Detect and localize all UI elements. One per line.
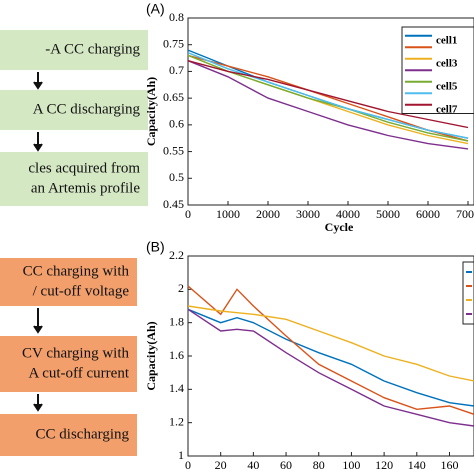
y-tick-label: 1.4 xyxy=(169,381,184,395)
series-line xyxy=(187,285,474,415)
x-tick-label: 4000 xyxy=(336,207,360,221)
y-tick-label: 0.55 xyxy=(163,143,184,157)
series-line xyxy=(187,54,469,142)
x-axis-label: Cycle xyxy=(325,471,354,474)
flow-text: cles acquired from xyxy=(28,160,140,176)
flow-text: CC discharging xyxy=(36,426,130,442)
y-tick-label: 0.75 xyxy=(163,36,184,50)
arrow xyxy=(33,394,43,412)
flow-text: -A CC charging xyxy=(45,41,140,57)
flow-text: CC charging with xyxy=(23,263,130,279)
flow-box xyxy=(0,414,137,456)
x-tick-label: 40 xyxy=(247,458,259,472)
x-tick-label: 2000 xyxy=(256,207,280,221)
x-tick-label: 100 xyxy=(342,458,360,472)
flow-text: A CC discharging xyxy=(33,101,141,117)
y-tick-label: 0.45 xyxy=(163,197,184,211)
legend-label: cell5 xyxy=(436,80,458,92)
x-tick-label: 20 xyxy=(215,458,227,472)
series-line xyxy=(187,60,469,129)
y-tick-label: 0.6 xyxy=(169,117,184,131)
flow-text: CV charging with xyxy=(22,345,129,361)
y-tick-label: 1.8 xyxy=(169,314,184,328)
arrow xyxy=(33,72,43,90)
flow-box xyxy=(0,336,137,392)
y-tick-label: 0.7 xyxy=(169,63,184,77)
arrow xyxy=(33,308,43,334)
y-tick-label: 2.2 xyxy=(169,248,184,262)
y-tick-label: 1 xyxy=(178,448,184,462)
series-line xyxy=(187,60,469,150)
x-tick-label: 120 xyxy=(375,458,393,472)
series-line xyxy=(187,305,474,382)
panel-label: (B) xyxy=(146,239,165,255)
x-tick-label: 60 xyxy=(280,458,292,472)
y-axis-label: Capacity(Ah) xyxy=(144,321,158,390)
flowchart-a xyxy=(0,30,148,206)
x-tick-label: 80 xyxy=(313,458,325,472)
flow-box xyxy=(0,258,137,306)
y-tick-label: 0.8 xyxy=(169,10,184,24)
y-tick-label: 1.2 xyxy=(169,414,184,428)
x-tick-label: 160 xyxy=(440,458,458,472)
x-axis-label: Cycle xyxy=(325,220,354,234)
y-tick-label: 0.65 xyxy=(163,90,184,104)
series-line xyxy=(187,52,469,139)
x-tick-label: 6000 xyxy=(416,207,440,221)
plot-area xyxy=(187,255,474,457)
legend-box xyxy=(462,261,474,325)
x-tick-label: 5000 xyxy=(376,207,400,221)
flow-text: / cut-off voltage xyxy=(33,283,130,299)
flow-text: an Artemis profile xyxy=(31,180,140,196)
flow-text: A cut-off current xyxy=(28,365,129,381)
x-tick-label: 0 xyxy=(185,458,191,472)
flow-box xyxy=(0,90,148,130)
legend-label: cell1 xyxy=(436,34,457,46)
y-tick-label: 1.6 xyxy=(169,348,184,362)
x-tick-label: 3000 xyxy=(296,207,320,221)
y-tick-label: 0.5 xyxy=(169,170,184,184)
series-line xyxy=(187,308,474,407)
legend-label: cell7 xyxy=(436,103,458,115)
y-axis-label: Capacity(Ah) xyxy=(144,77,158,146)
legend-label: cell3 xyxy=(436,57,458,69)
x-tick-label: 1000 xyxy=(216,207,240,221)
panel-label: (A) xyxy=(146,1,165,17)
flow-box xyxy=(0,152,148,206)
series-line xyxy=(187,308,474,427)
x-tick-label: 0 xyxy=(185,207,191,221)
arrow xyxy=(33,132,43,152)
x-tick-label: 140 xyxy=(408,458,426,472)
flow-box xyxy=(0,30,148,70)
x-tick-label: 7000 xyxy=(456,207,474,221)
flowchart-b xyxy=(0,258,137,456)
y-tick-label: 2 xyxy=(178,281,184,295)
